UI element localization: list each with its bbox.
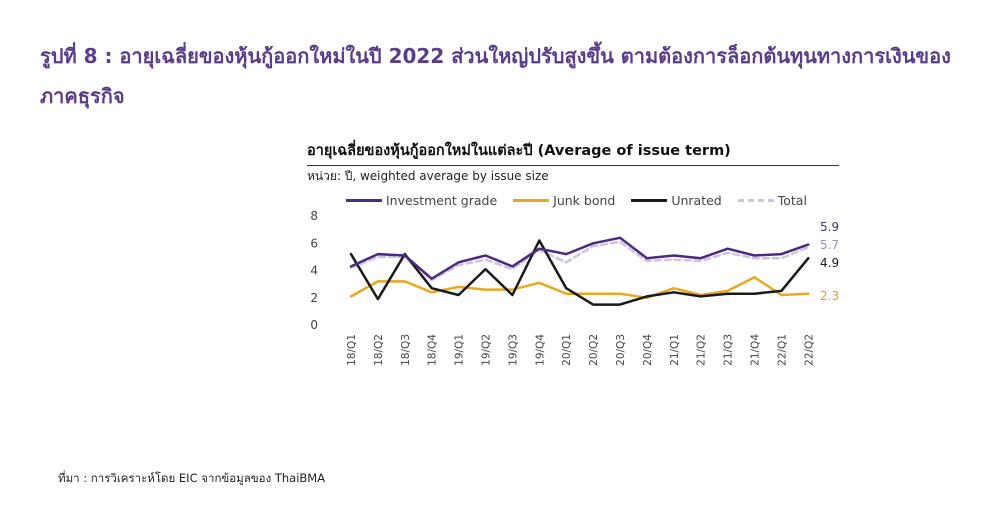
legend-label-total: Total [777, 192, 807, 208]
x-tick-label: 19/Q4 [534, 334, 546, 366]
y-tick-label: 4 [310, 264, 318, 278]
legend-swatch-total [737, 198, 774, 202]
legend-label-unrated: Unrated [671, 192, 722, 208]
units-label: หน่วย: ปี, weighted average by issue siz… [307, 169, 549, 183]
legend-swatch-investment-grade [346, 198, 382, 202]
x-tick-label: 20/Q3 [615, 334, 627, 366]
legend-item-junk-bond: Junk bond [513, 193, 615, 208]
chart-legend: Investment grade Junk bond Unrated Total [346, 191, 823, 209]
chart-title: อายุเฉลี่ยของหุ้นกู้ออกใหม่ในแต่ละปี (Av… [307, 139, 839, 166]
y-tick-label: 8 [310, 209, 318, 223]
end-label-junk-bond: 2.3 [820, 289, 839, 303]
x-tick-label: 21/Q4 [750, 334, 762, 366]
end-label-unrated: 4.9 [820, 256, 839, 270]
x-tick-label: 22/Q2 [803, 334, 815, 366]
x-tick-label: 21/Q1 [669, 334, 681, 366]
y-tick-label: 2 [310, 291, 318, 305]
legend-label-investment-grade: Investment grade [386, 192, 498, 208]
y-tick-label: 6 [310, 236, 318, 250]
source-note: ที่มา : การวิเคราะห์โดย EIC จากข้อมูลของ… [58, 471, 326, 485]
x-tick-label: 20/Q4 [642, 334, 654, 366]
x-tick-label: 22/Q1 [776, 334, 788, 366]
legend-swatch-unrated [631, 198, 668, 202]
x-tick-label: 21/Q2 [696, 334, 708, 366]
series-line-investment-grade [349, 236, 810, 280]
x-tick-label: 19/Q3 [507, 334, 519, 366]
legend-item-investment-grade: Investment grade [346, 193, 497, 208]
end-label-investment-grade: 5.9 [820, 220, 839, 234]
legend-item-unrated: Unrated [631, 192, 722, 208]
x-tick-label: 18/Q1 [346, 334, 358, 366]
x-tick-label: 18/Q3 [400, 334, 412, 366]
x-tick-label: 20/Q2 [588, 334, 600, 366]
x-tick-label: 20/Q1 [561, 334, 573, 366]
series-line-unrated [349, 239, 810, 306]
end-label-total: 5.7 [820, 238, 839, 252]
x-tick-label: 19/Q1 [454, 334, 466, 366]
legend-label-junk-bond: Junk bond [553, 192, 616, 208]
x-tick-label: 18/Q2 [373, 334, 385, 366]
figure-title: รูปที่ 8 : อายุเฉลี่ยของหุ้นกู้ออกใหม่ใน… [40, 44, 951, 108]
x-tick-label: 19/Q2 [481, 334, 493, 366]
legend-item-total: Total [737, 192, 807, 208]
series-line-junk-bond [349, 276, 810, 300]
legend-swatch-junk-bond [513, 198, 550, 202]
y-tick-label: 0 [310, 318, 318, 332]
x-tick-label: 18/Q4 [427, 334, 439, 366]
x-tick-label: 21/Q3 [723, 334, 735, 366]
